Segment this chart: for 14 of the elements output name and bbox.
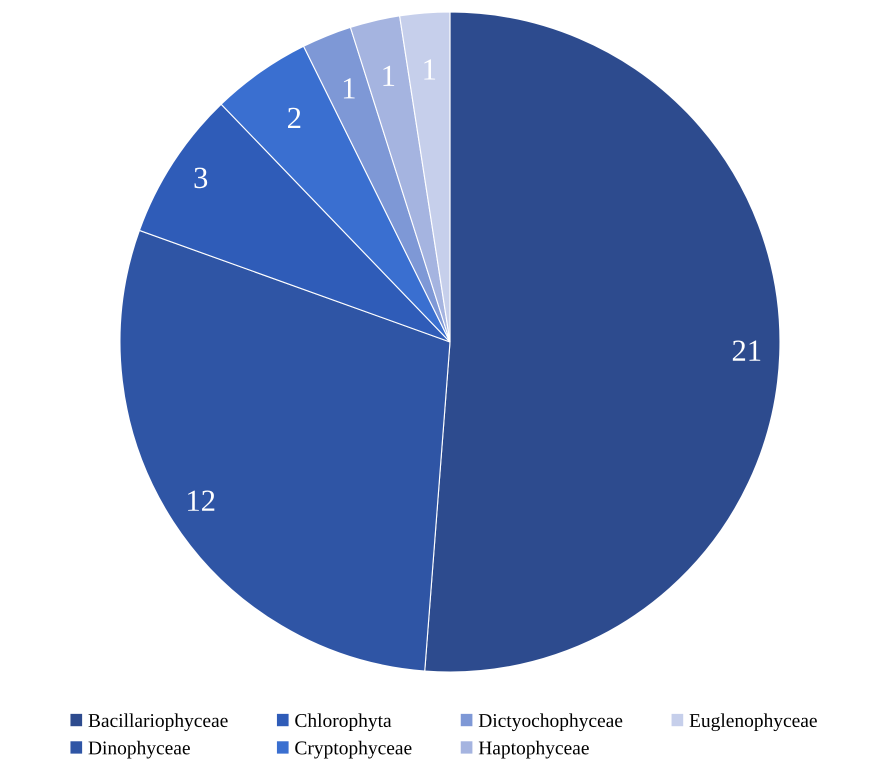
data-label: 1: [344, 78, 355, 98]
legend-label: Dictyochophyceae: [478, 713, 622, 732]
data-label: 2: [288, 108, 300, 128]
legend-label: Bacillariophyceae: [88, 713, 228, 732]
data-label: 3: [194, 168, 208, 188]
legend-label: Chlorophyta: [295, 713, 392, 732]
data-label: 1: [424, 59, 436, 80]
data-label: 21: [732, 340, 760, 361]
legend-label: Euglenophyceae: [690, 713, 817, 732]
legend-label: Haptophyceae: [478, 740, 589, 758]
data-label: 12: [188, 490, 214, 511]
legend-label: Cryptophyceae: [295, 740, 412, 758]
legend-label: Dinophyceae: [88, 740, 190, 758]
data-label: 1: [383, 66, 394, 86]
